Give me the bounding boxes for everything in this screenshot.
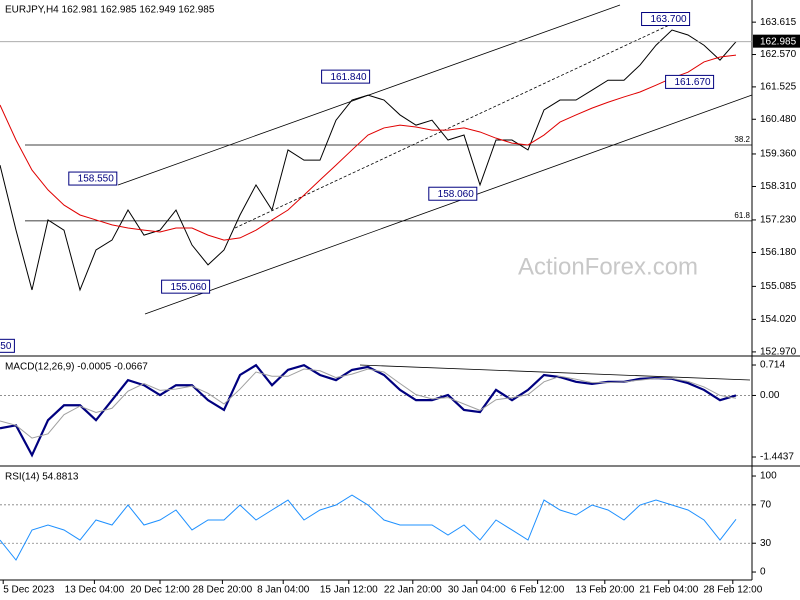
y-tick-label: 155.085 [760,281,797,292]
x-tick-label: 15 Jan 12:00 [320,585,378,596]
y-tick-label: 157.230 [760,215,797,226]
price-label: 50 [0,341,12,352]
price-label: 163.700 [650,14,687,25]
price-label-box [0,338,15,353]
y-tick-label: 163.615 [760,17,797,28]
series-line [0,494,737,561]
x-tick-label: 6 Feb 12:00 [511,585,565,596]
y-tick-label: 0.00 [760,390,780,401]
y-tick-label: 158.310 [760,181,797,192]
x-tick-label: 21 Feb 04:00 [639,585,698,596]
price-label-box [641,12,691,27]
fib-label: 61.8 [734,211,750,220]
price-label-box [161,279,211,294]
y-tick-label: 159.360 [760,149,797,160]
x-tick-label: 30 Jan 04:00 [448,585,506,596]
y-tick-label: 162.570 [760,49,797,60]
channel-lower [144,94,753,315]
x-tick-label: 5 Dec 2023 [3,585,55,596]
series-line [0,368,737,439]
y-tick-label: 0.714 [760,360,785,371]
y-tick-label: 100 [760,471,777,482]
x-tick-label: 22 Jan 20:00 [384,585,442,596]
y-tick-label: 160.480 [760,114,797,125]
price-label: 161.670 [674,77,711,88]
y-tick-label: -1.4437 [760,452,794,463]
x-tick-label: 8 Jan 04:00 [257,585,310,596]
price-label: 158.550 [78,174,115,185]
series-line [0,363,737,458]
panel-title: RSI(14) 54.8813 [5,472,79,483]
fib-label: 38.2 [734,135,750,144]
y-tick-label: 70 [760,499,772,510]
y-tick-label: 30 [760,538,772,549]
x-tick-label: 28 Feb 12:00 [703,585,762,596]
series-line [0,29,737,292]
macd-trendline [359,364,751,381]
price-label: 155.060 [170,282,207,293]
x-tick-label: 28 Dec 20:00 [193,585,253,596]
price-label-box [68,171,118,186]
series-line [0,54,737,241]
y-tick-label: 152.970 [760,347,797,358]
price-label-box [665,74,715,89]
watermark: ActionForex.com [518,253,698,280]
y-tick-label: 0 [760,567,766,578]
y-tick-label: 154.020 [760,314,797,325]
channel-mid [234,19,681,229]
price-label: 161.840 [330,72,367,83]
panel-title: MACD(12,26,9) -0.0005 -0.0667 [5,362,148,373]
x-tick-label: 13 Feb 20:00 [575,585,634,596]
panel-title: EURJPY,H4 162.981 162.985 162.949 162.98… [5,5,215,16]
y-tick-label: 161.525 [760,82,797,93]
price-label-box [321,69,371,84]
y-tick-label: 156.180 [760,247,797,258]
x-tick-label: 20 Dec 12:00 [130,585,190,596]
current-price-box [753,34,800,48]
x-tick-label: 13 Dec 04:00 [65,585,125,596]
price-label-box [428,186,478,201]
current-price-label: 162.985 [760,36,797,47]
price-label: 158.060 [438,189,475,200]
